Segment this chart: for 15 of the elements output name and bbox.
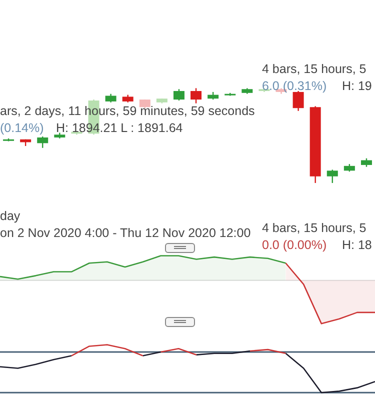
- candlestick: [326, 169, 338, 184]
- candlestick: [173, 88, 184, 102]
- annotation: ars, 2 days, 11 hours, 59 minutes, 59 seconds: [0, 104, 255, 118]
- text: on 2 Nov 2020 4:00 - Thu 12 Nov 2020 12:00: [0, 226, 251, 240]
- annotation: H: 19: [342, 79, 372, 93]
- candlestick: [190, 88, 202, 104]
- text: 4 bars, 15 hours, 5: [262, 62, 366, 76]
- annotation: 6.0 (0.31%): [262, 79, 327, 93]
- annotation: (0.14%): [0, 121, 44, 135]
- text: 0.0 (0.00%): [262, 238, 327, 252]
- text: day: [0, 209, 20, 223]
- annotation: H: 1894.21 L : 1891.64: [56, 121, 183, 135]
- text: 4 bars, 15 hours, 5: [262, 221, 366, 235]
- candlestick: [37, 136, 48, 149]
- text: H: 18: [342, 238, 372, 252]
